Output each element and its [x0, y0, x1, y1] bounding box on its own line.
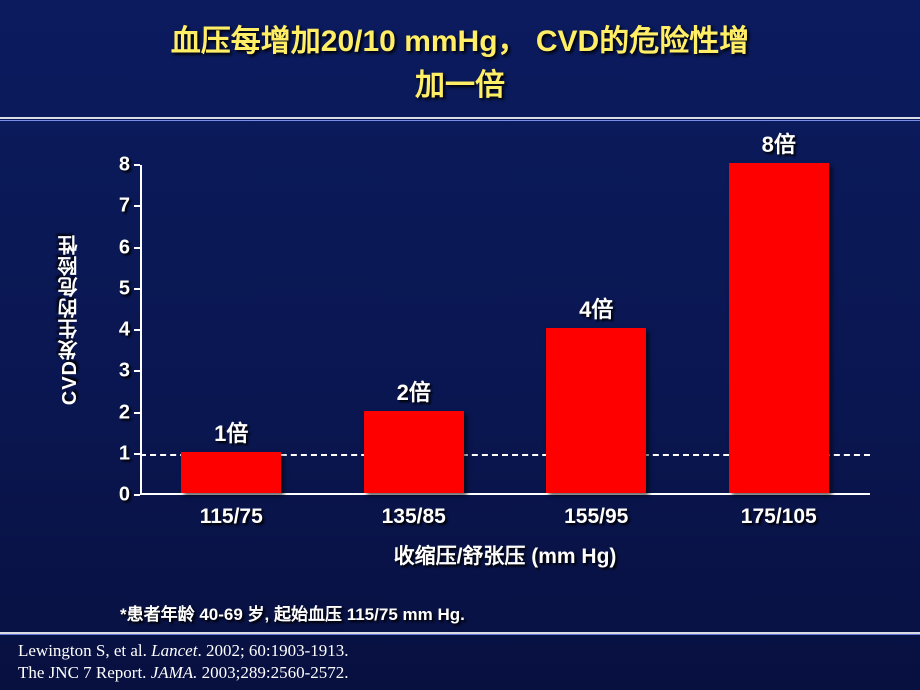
x-axis-label: 收缩压/舒张压 (mm Hg)	[140, 540, 870, 570]
category-label: 175/105	[741, 505, 817, 529]
y-tick-label: 6	[90, 236, 130, 259]
y-tick	[134, 370, 140, 372]
y-tick	[134, 205, 140, 207]
plot-area: 0123456781倍115/752倍135/854倍155/958倍175/1…	[140, 165, 870, 495]
y-tick	[134, 329, 140, 331]
y-tick-label: 3	[90, 360, 130, 383]
bar	[546, 328, 646, 493]
y-tick-label: 2	[90, 401, 130, 424]
ref2-journal: JAMA.	[151, 663, 198, 682]
y-tick-label: 1	[90, 442, 130, 465]
y-axis-label-text: CVD发生的危险性	[55, 234, 84, 405]
x-axis	[140, 493, 870, 495]
bar	[364, 411, 464, 494]
y-axis-label: CVD发生的危险性	[50, 155, 88, 485]
ref1-journal: Lancet	[151, 641, 197, 660]
references-divider	[0, 632, 920, 635]
chart: CVD发生的危险性 0123456781倍115/752倍135/854倍155…	[50, 155, 880, 555]
ref1-post: . 2002; 60:1903-1913.	[197, 641, 348, 660]
bar-value-label: 8倍	[762, 127, 796, 159]
y-tick-label: 8	[90, 154, 130, 177]
bar	[181, 452, 281, 493]
references: Lewington S, et al. Lancet. 2002; 60:190…	[18, 640, 349, 684]
category-label: 115/75	[200, 505, 263, 529]
title-line-1: 血压每增加20/10 mmHg， CVD的危险性增	[171, 25, 749, 58]
y-tick-label: 4	[90, 319, 130, 342]
y-tick	[134, 164, 140, 166]
category-label: 135/85	[382, 505, 446, 529]
ref1-pre: Lewington S, et al.	[18, 641, 151, 660]
reference-1: Lewington S, et al. Lancet. 2002; 60:190…	[18, 640, 349, 662]
ref2-post: 2003;289:2560-2572.	[197, 663, 348, 682]
bar-value-label: 4倍	[579, 292, 613, 324]
reference-2: The JNC 7 Report. JAMA. 2003;289:2560-25…	[18, 662, 349, 684]
ref2-pre: The JNC 7 Report.	[18, 663, 151, 682]
bar	[729, 163, 829, 493]
y-tick	[134, 494, 140, 496]
y-tick-label: 7	[90, 195, 130, 218]
y-tick	[134, 288, 140, 290]
title-divider	[0, 117, 920, 121]
y-tick	[134, 412, 140, 414]
y-axis	[140, 165, 142, 495]
bar-value-label: 1倍	[214, 416, 248, 448]
y-tick-label: 0	[90, 484, 130, 507]
y-tick-label: 5	[90, 277, 130, 300]
title-line-2: 加一倍	[415, 69, 505, 102]
footnote: *患者年龄 40-69 岁, 起始血压 115/75 mm Hg.	[120, 600, 465, 625]
category-label: 155/95	[564, 505, 628, 529]
y-tick	[134, 247, 140, 249]
slide-title: 血压每增加20/10 mmHg， CVD的危险性增 加一倍	[0, 0, 920, 113]
slide: 血压每增加20/10 mmHg， CVD的危险性增 加一倍 CVD发生的危险性 …	[0, 0, 920, 690]
bar-value-label: 2倍	[397, 375, 431, 407]
